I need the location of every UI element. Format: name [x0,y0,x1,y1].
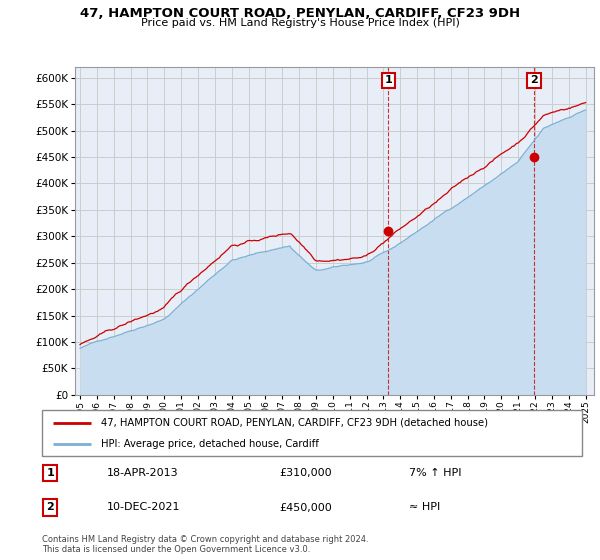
Text: Price paid vs. HM Land Registry's House Price Index (HPI): Price paid vs. HM Land Registry's House … [140,18,460,29]
Text: 10-DEC-2021: 10-DEC-2021 [107,502,181,512]
Text: ≈ HPI: ≈ HPI [409,502,440,512]
Text: 47, HAMPTON COURT ROAD, PENYLAN, CARDIFF, CF23 9DH: 47, HAMPTON COURT ROAD, PENYLAN, CARDIFF… [80,7,520,20]
Text: HPI: Average price, detached house, Cardiff: HPI: Average price, detached house, Card… [101,439,319,449]
Text: Contains HM Land Registry data © Crown copyright and database right 2024.
This d: Contains HM Land Registry data © Crown c… [42,535,368,554]
Text: 1: 1 [385,75,392,85]
Text: 7% ↑ HPI: 7% ↑ HPI [409,468,462,478]
Text: 2: 2 [46,502,54,512]
Text: 1: 1 [46,468,54,478]
Text: £310,000: £310,000 [280,468,332,478]
Text: 47, HAMPTON COURT ROAD, PENYLAN, CARDIFF, CF23 9DH (detached house): 47, HAMPTON COURT ROAD, PENYLAN, CARDIFF… [101,418,488,428]
Text: 18-APR-2013: 18-APR-2013 [107,468,178,478]
Text: £450,000: £450,000 [280,502,332,512]
Text: 2: 2 [530,75,538,85]
